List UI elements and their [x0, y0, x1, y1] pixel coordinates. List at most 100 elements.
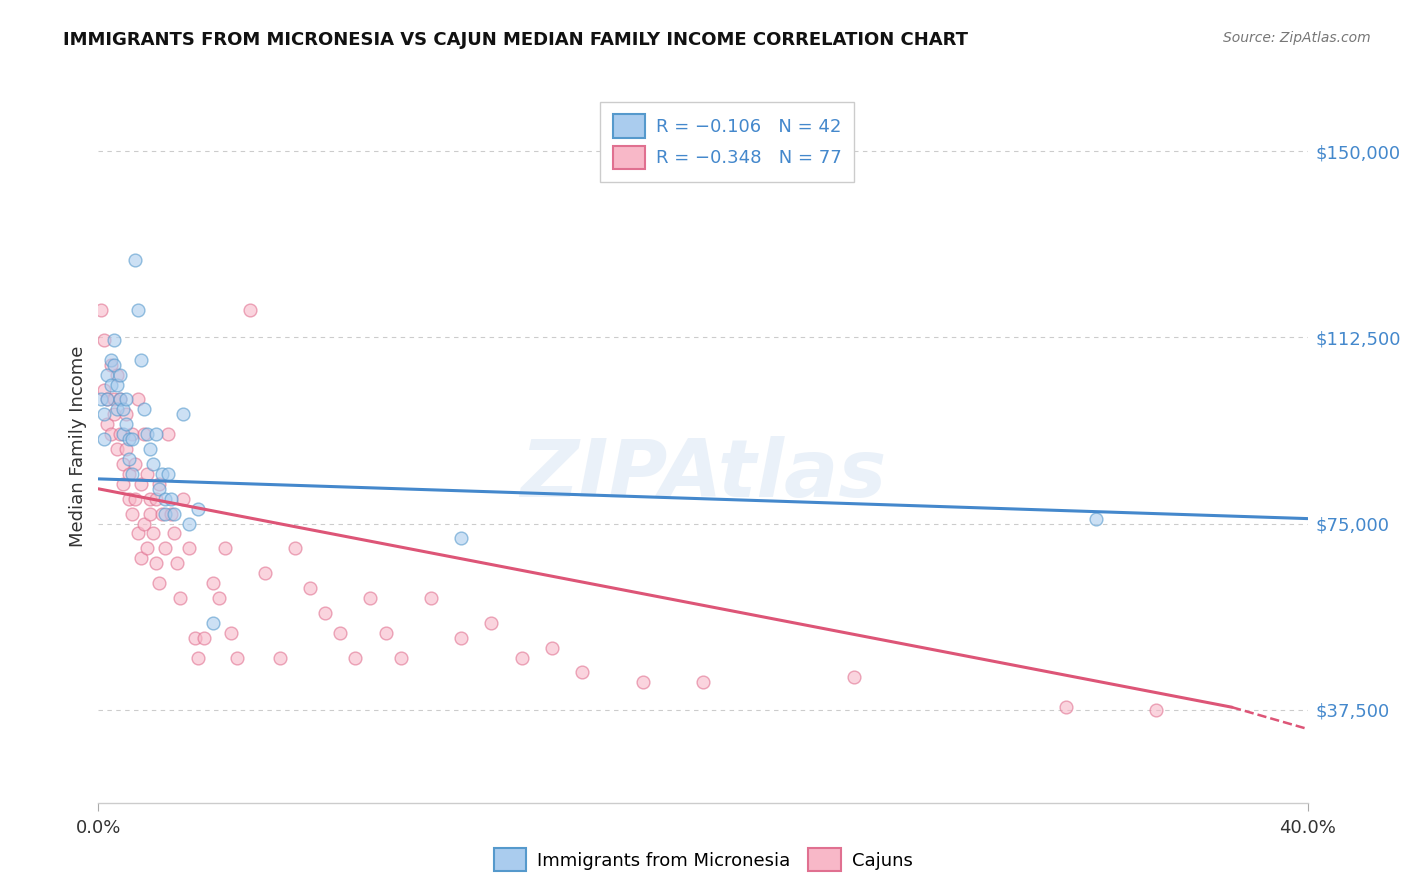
Point	[156, 427, 179, 442]
Point	[96, 392, 118, 407]
Point	[139, 507, 162, 521]
Point	[121, 467, 143, 481]
Point	[100, 358, 122, 372]
Point	[105, 402, 128, 417]
Point	[481, 615, 503, 630]
Point	[135, 541, 157, 556]
Point	[105, 377, 128, 392]
Point	[111, 427, 134, 442]
Point	[96, 417, 118, 432]
Point	[226, 650, 249, 665]
Point	[105, 442, 128, 456]
Point	[156, 467, 179, 481]
Point	[193, 631, 215, 645]
Point	[187, 650, 209, 665]
Point	[103, 358, 125, 372]
Point	[692, 675, 714, 690]
Point	[100, 427, 122, 442]
Point	[360, 591, 382, 605]
Point	[114, 392, 136, 407]
Point	[1054, 700, 1077, 714]
Point	[142, 526, 165, 541]
Y-axis label: Median Family Income: Median Family Income	[69, 345, 87, 547]
Point	[114, 442, 136, 456]
Point	[90, 303, 112, 318]
Point	[124, 457, 146, 471]
Point	[114, 417, 136, 432]
Point	[129, 476, 152, 491]
Point	[135, 467, 157, 481]
Point	[127, 303, 149, 318]
Point	[121, 507, 143, 521]
Point	[844, 670, 866, 684]
Point	[344, 650, 367, 665]
Point	[179, 516, 201, 531]
Point	[127, 392, 149, 407]
Point	[299, 581, 322, 595]
Point	[1085, 511, 1108, 525]
Point	[90, 392, 112, 407]
Point	[103, 408, 125, 422]
Point	[150, 507, 173, 521]
Point	[187, 501, 209, 516]
Point	[510, 650, 533, 665]
Point	[114, 408, 136, 422]
Text: IMMIGRANTS FROM MICRONESIA VS CAJUN MEDIAN FAMILY INCOME CORRELATION CHART: IMMIGRANTS FROM MICRONESIA VS CAJUN MEDI…	[63, 31, 969, 49]
Point	[148, 576, 170, 591]
Point	[93, 333, 115, 347]
Point	[96, 368, 118, 382]
Point	[129, 551, 152, 566]
Point	[100, 377, 122, 392]
Point	[108, 427, 131, 442]
Point	[221, 625, 243, 640]
Point	[239, 303, 262, 318]
Point	[111, 457, 134, 471]
Point	[160, 491, 183, 506]
Point	[108, 392, 131, 407]
Point	[253, 566, 276, 581]
Point	[111, 476, 134, 491]
Point	[184, 631, 207, 645]
Legend: Immigrants from Micronesia, Cajuns: Immigrants from Micronesia, Cajuns	[486, 841, 920, 879]
Point	[93, 432, 115, 446]
Point	[374, 625, 396, 640]
Point	[121, 432, 143, 446]
Point	[93, 408, 115, 422]
Point	[132, 516, 155, 531]
Point	[100, 352, 122, 367]
Point	[105, 368, 128, 382]
Point	[314, 606, 336, 620]
Text: ZIPAtlas: ZIPAtlas	[520, 435, 886, 514]
Point	[121, 427, 143, 442]
Point	[145, 556, 167, 570]
Point	[111, 402, 134, 417]
Point	[389, 650, 412, 665]
Point	[166, 556, 188, 570]
Point	[129, 352, 152, 367]
Point	[108, 368, 131, 382]
Point	[145, 427, 167, 442]
Point	[1144, 703, 1167, 717]
Point	[142, 457, 165, 471]
Point	[96, 392, 118, 407]
Point	[420, 591, 443, 605]
Point	[139, 491, 162, 506]
Point	[172, 491, 194, 506]
Point	[118, 452, 141, 467]
Point	[145, 491, 167, 506]
Point	[153, 507, 176, 521]
Legend: R = −0.106   N = 42, R = −0.348   N = 77: R = −0.106 N = 42, R = −0.348 N = 77	[600, 102, 855, 182]
Point	[202, 576, 225, 591]
Point	[571, 665, 593, 680]
Point	[93, 383, 115, 397]
Point	[103, 333, 125, 347]
Point	[124, 491, 146, 506]
Point	[127, 526, 149, 541]
Point	[118, 467, 141, 481]
Point	[160, 507, 183, 521]
Point	[284, 541, 307, 556]
Point	[148, 482, 170, 496]
Point	[540, 640, 562, 655]
Point	[450, 532, 472, 546]
Point	[135, 427, 157, 442]
